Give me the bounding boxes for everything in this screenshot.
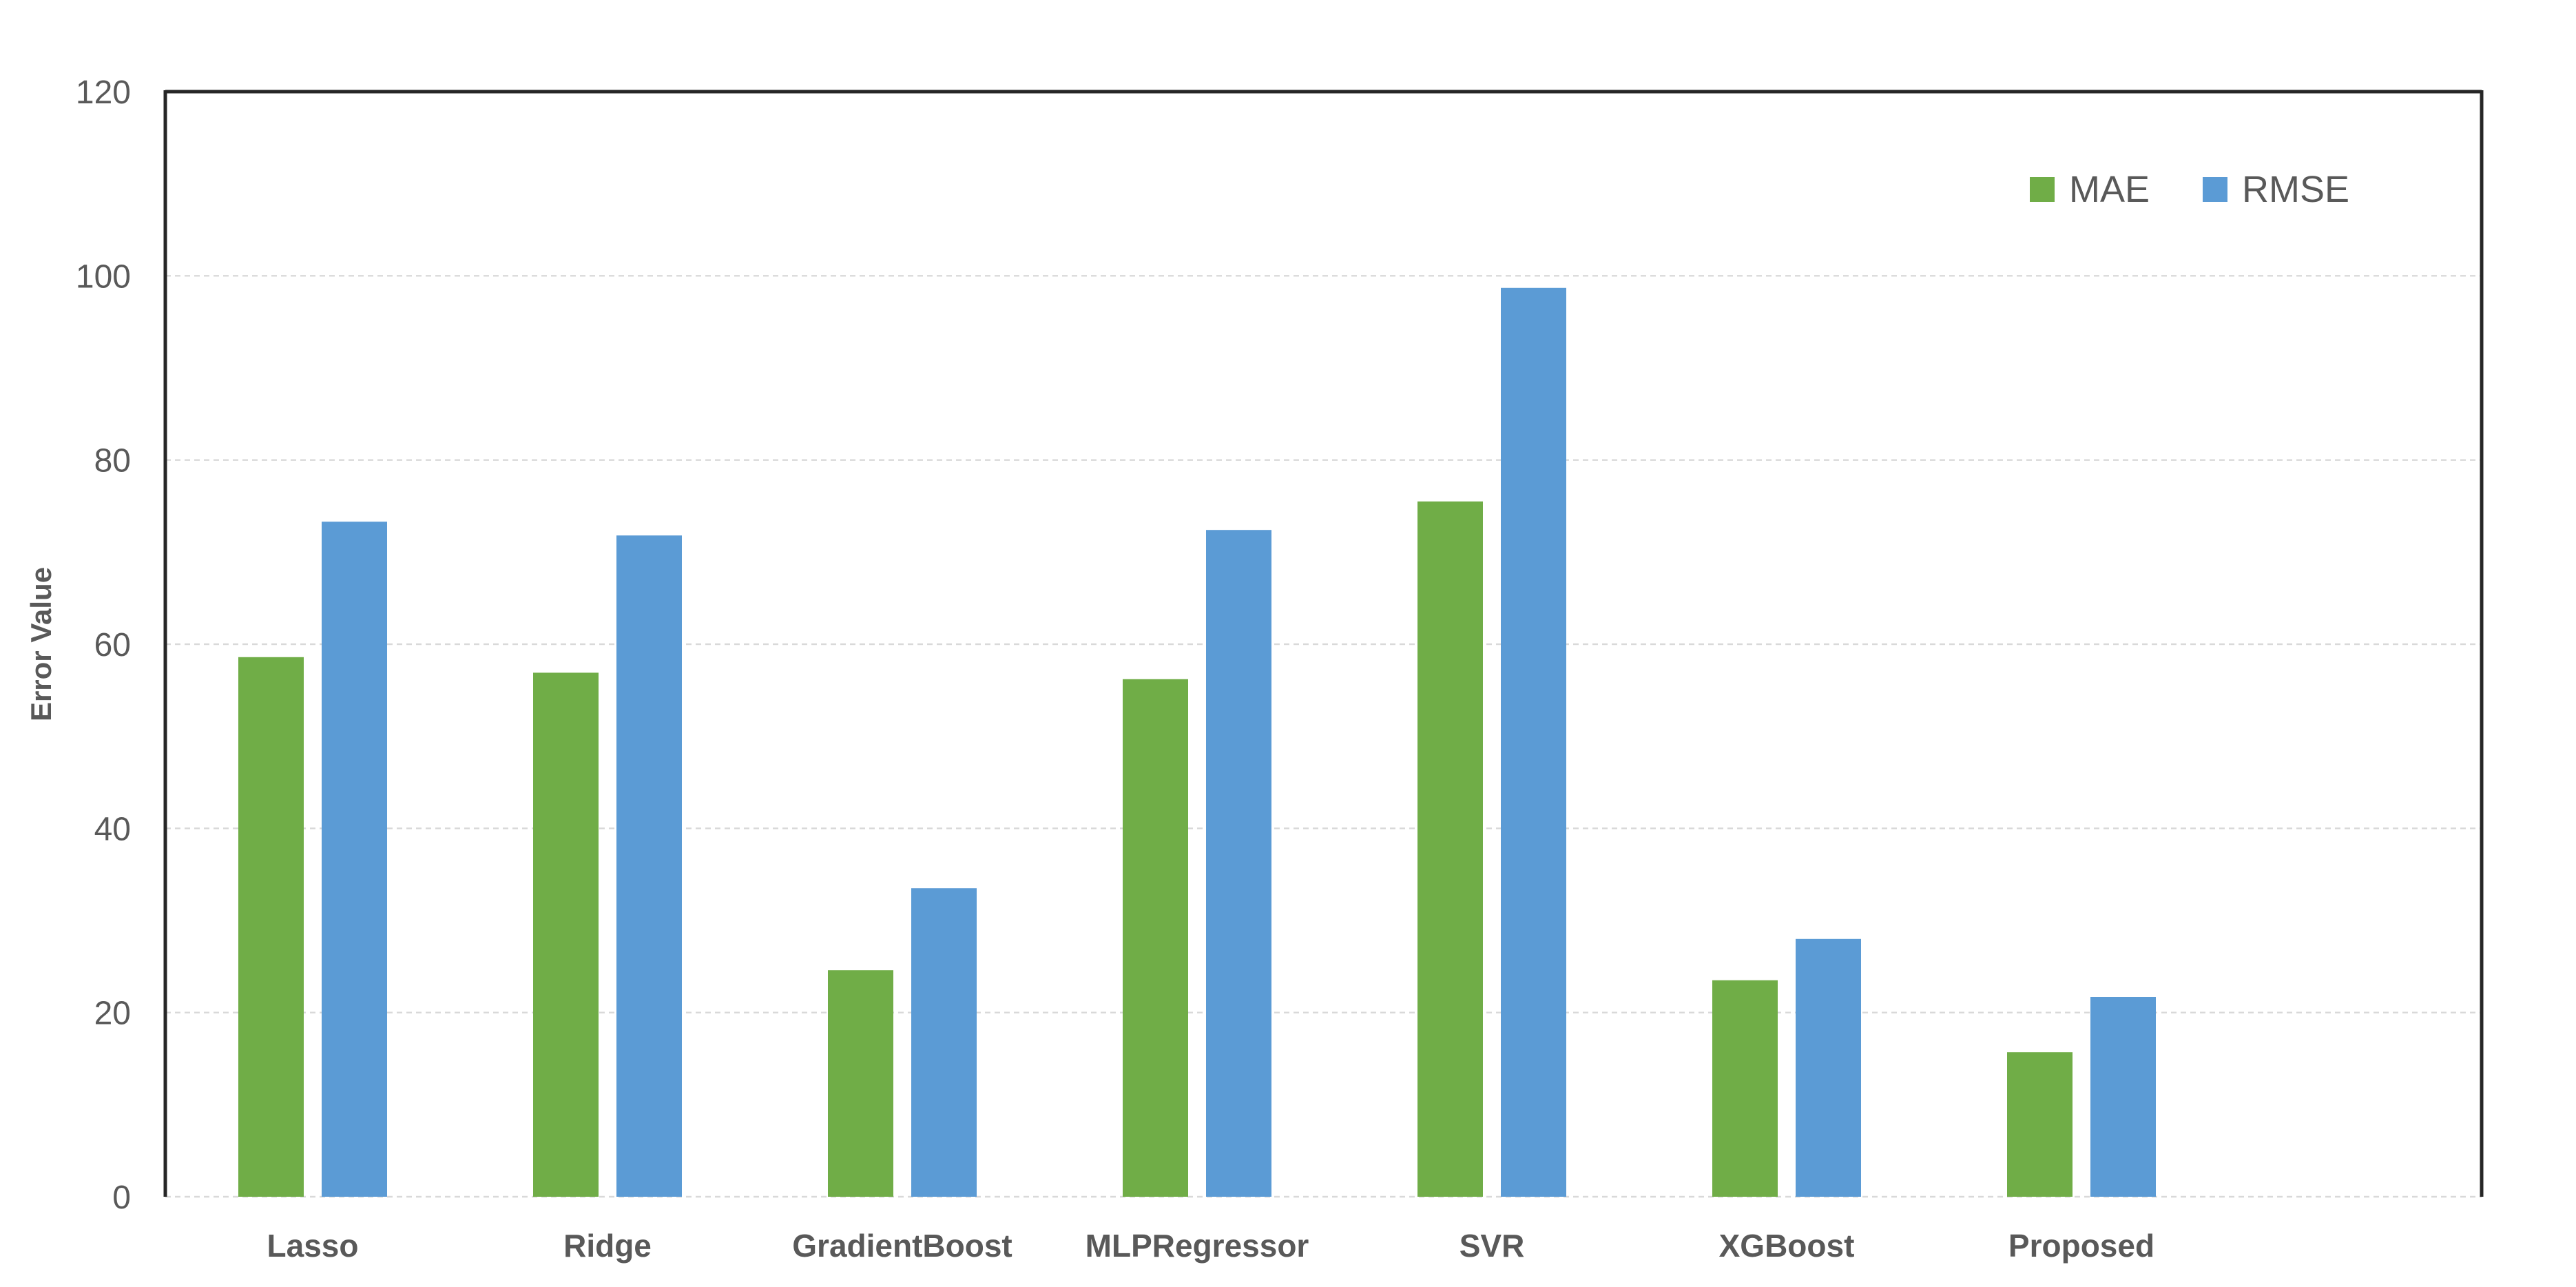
legend-label-rmse: RMSE [2242, 169, 2349, 210]
x-category-label-proposed: Proposed [2008, 1228, 2154, 1264]
bar-mae-xgboost [1712, 980, 1778, 1197]
bar-rmse-svr [1501, 287, 1566, 1197]
bar-rmse-proposed [2090, 997, 2156, 1197]
bar-mae-ridge [533, 672, 599, 1197]
y-tick-label-40: 40 [94, 811, 131, 847]
series-rmse [322, 287, 2156, 1197]
y-tick-label-80: 80 [94, 443, 131, 480]
legend: MAE RMSE [2030, 169, 2349, 210]
bar-mae-proposed [2007, 1052, 2073, 1197]
bar-rmse-gradientboost [911, 888, 977, 1197]
legend-swatch-mae-icon [2030, 177, 2055, 202]
y-axis-title: Error Value [25, 567, 57, 721]
bar-mae-svr [1417, 501, 1483, 1197]
bar-rmse-ridge [616, 535, 682, 1197]
bars [238, 287, 2156, 1197]
bar-mae-mlpregressor [1123, 679, 1188, 1197]
legend-swatch-rmse-icon [2203, 177, 2227, 202]
legend-label-mae: MAE [2069, 169, 2150, 210]
x-category-label-lasso: Lasso [267, 1228, 359, 1264]
y-tick-label-100: 100 [76, 258, 131, 295]
y-tick-label-0: 0 [112, 1180, 131, 1216]
bar-rmse-mlpregressor [1206, 530, 1271, 1197]
y-tick-label-20: 20 [94, 996, 131, 1032]
x-category-labels: Lasso Ridge GradientBoost MLPRegressor SVR XG… [267, 1228, 2155, 1264]
series-mae [238, 501, 2073, 1197]
plot-border [163, 90, 2484, 1197]
x-category-label-mlpregressor: MLPRegressor [1086, 1228, 1309, 1264]
bar-rmse-lasso [322, 522, 387, 1197]
y-tick-labels: 0 20 40 60 80 100 120 [76, 74, 131, 1216]
bar-rmse-xgboost [1796, 938, 1861, 1197]
y-tick-label-60: 60 [94, 627, 131, 663]
x-category-label-gradientboost: GradientBoost [792, 1228, 1012, 1264]
bar-mae-gradientboost [828, 970, 893, 1197]
x-category-label-svr: SVR [1460, 1228, 1525, 1264]
bar-mae-lasso [238, 657, 304, 1197]
y-tick-label-120: 120 [76, 74, 131, 111]
x-category-label-xgboost: XGBoost [1719, 1228, 1855, 1264]
x-category-label-ridge: Ridge [563, 1228, 652, 1264]
